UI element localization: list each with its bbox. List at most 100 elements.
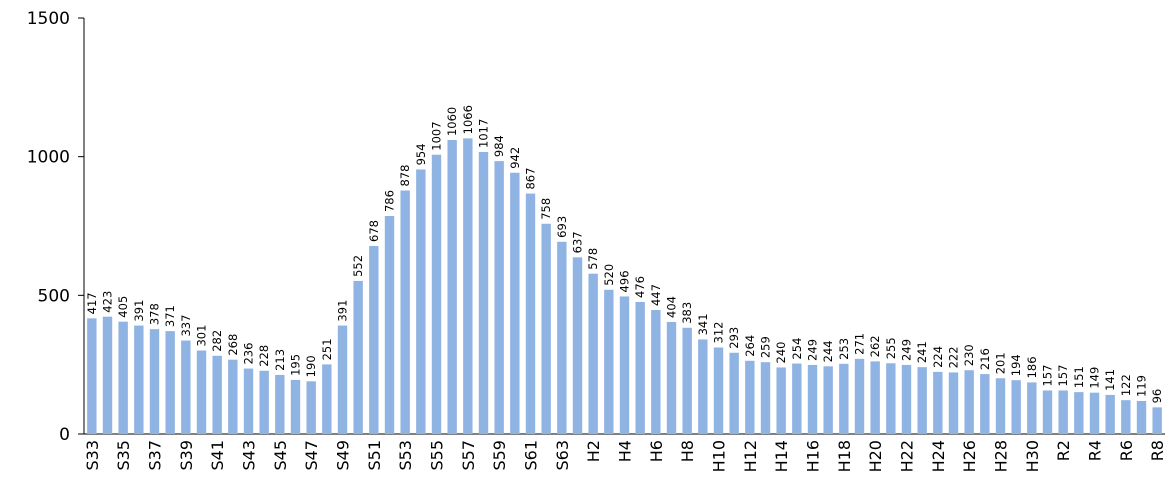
- value-label: 222: [947, 346, 961, 368]
- bar: [384, 216, 395, 434]
- value-label: 693: [555, 216, 569, 238]
- y-tick-label: 0: [59, 425, 70, 445]
- bar: [760, 362, 771, 434]
- value-label: 293: [727, 327, 741, 349]
- value-label: 149: [1088, 367, 1102, 389]
- value-label: 404: [665, 296, 679, 318]
- x-tick-label: R8: [1148, 440, 1167, 461]
- x-tick-label: H26: [960, 440, 979, 472]
- bar: [1105, 394, 1115, 434]
- x-tick-label: H30: [1023, 440, 1042, 472]
- bar: [463, 138, 473, 434]
- value-label: 254: [790, 338, 804, 360]
- bar: [87, 318, 97, 434]
- bar: [243, 368, 254, 434]
- y-tick-label: 1500: [27, 9, 70, 29]
- bar: [525, 193, 536, 434]
- value-label: 141: [1103, 369, 1117, 391]
- bar: [1058, 390, 1068, 434]
- value-label: 268: [226, 334, 240, 356]
- bar: [635, 301, 645, 434]
- value-label: 241: [915, 341, 929, 363]
- value-label: 312: [712, 322, 726, 344]
- value-label: 157: [1041, 365, 1055, 387]
- bar: [1152, 407, 1162, 434]
- x-tick-label: S63: [553, 440, 572, 471]
- bar: [400, 190, 410, 434]
- x-tick-label: S35: [114, 440, 133, 471]
- value-label: 255: [884, 337, 898, 359]
- bar: [447, 140, 457, 434]
- bar: [666, 321, 677, 434]
- value-label: 954: [414, 143, 428, 165]
- bar: [228, 359, 238, 434]
- bar: [1136, 400, 1147, 434]
- x-tick-label: H14: [772, 440, 791, 472]
- value-label: 391: [132, 300, 146, 322]
- bar: [572, 257, 583, 434]
- bar: [369, 245, 379, 434]
- bar: [275, 374, 285, 434]
- bar: [619, 296, 630, 434]
- bar: [901, 364, 912, 434]
- bar: [948, 372, 959, 434]
- value-label: 447: [649, 284, 663, 306]
- value-label: 259: [759, 336, 773, 358]
- value-label: 383: [680, 302, 694, 324]
- value-label: 253: [837, 338, 851, 360]
- value-label: 264: [743, 335, 757, 357]
- bar: [494, 161, 504, 434]
- x-tick-label: S39: [177, 440, 196, 471]
- bar: [134, 325, 144, 434]
- bar: [823, 366, 833, 434]
- x-tick-label: S47: [302, 440, 321, 471]
- x-tick-label: S55: [428, 440, 447, 471]
- value-label: 476: [633, 276, 647, 298]
- bar: [431, 154, 442, 434]
- bar: [854, 358, 865, 434]
- bar: [290, 379, 301, 434]
- bar: [729, 352, 739, 434]
- value-label: 423: [101, 291, 115, 313]
- value-label: 122: [1119, 374, 1133, 396]
- x-tick-label: H28: [992, 440, 1011, 472]
- value-label: 301: [195, 325, 209, 347]
- value-label: 213: [273, 349, 287, 371]
- value-label: 341: [696, 313, 710, 335]
- bar: [588, 273, 598, 434]
- value-label: 1060: [445, 107, 459, 136]
- x-tick-label: H22: [898, 440, 917, 472]
- bar: [682, 327, 692, 434]
- x-tick-label: S53: [396, 440, 415, 471]
- bar: [886, 363, 896, 434]
- bar: [557, 241, 567, 434]
- bar: [604, 289, 614, 434]
- x-tick-label: R6: [1117, 440, 1136, 461]
- bar: [807, 364, 818, 434]
- value-label: 240: [774, 341, 788, 363]
- value-label: 96: [1150, 389, 1164, 404]
- value-label: 867: [524, 168, 538, 190]
- value-label: 236: [242, 343, 256, 365]
- value-label: 758: [539, 198, 553, 220]
- value-label: 194: [1009, 354, 1023, 376]
- bar: [1089, 392, 1100, 434]
- value-label: 1007: [430, 121, 444, 150]
- bar: [980, 374, 990, 434]
- bar: [698, 339, 708, 434]
- bar: [995, 378, 1006, 434]
- value-label: 201: [994, 352, 1008, 374]
- bar: [776, 367, 786, 434]
- value-label: 186: [1025, 356, 1039, 378]
- value-label: 552: [351, 255, 365, 277]
- bar: [478, 151, 489, 434]
- bar: [181, 340, 191, 434]
- value-label: 262: [868, 335, 882, 357]
- bar: [541, 223, 551, 434]
- value-label: 878: [398, 165, 412, 187]
- value-label: 984: [492, 135, 506, 157]
- bar: [917, 367, 927, 434]
- value-label: 216: [978, 348, 992, 370]
- bar: [792, 363, 802, 434]
